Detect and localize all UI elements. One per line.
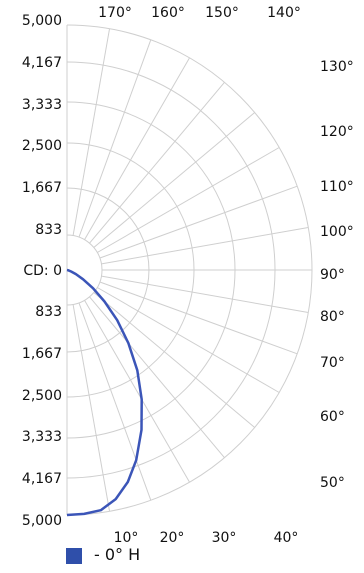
angle-label: 160° [151,5,185,21]
grid-spoke [78,302,152,501]
tick-labels: 833 1,667 2,500 3,333 4,167 5,000 CD: 0 833 1,66… [22,5,354,546]
radial-tick-label: 3,333 [22,97,62,113]
angle-label: 50° [320,475,345,491]
grid-spoke [93,292,256,428]
grid-ring [66,234,103,306]
radial-tick-label: 2,500 [22,138,62,154]
angle-label: 10° [114,530,139,546]
grid-spoke [89,296,225,459]
polar-grid [66,24,313,516]
radial-tick-label: 5,000 [22,513,62,529]
grid-spoke [93,112,256,248]
radial-tick-label: 5,000 [22,13,62,29]
grid-spoke [99,185,298,259]
angle-label: 40° [274,530,299,546]
grid-spoke [84,57,190,240]
radial-tick-label: 833 [35,304,62,320]
angle-label: 170° [98,5,132,21]
legend-swatch [66,548,82,564]
legend-label: - 0° H [94,545,141,564]
grid-spoke [99,281,298,355]
angle-label: 120° [320,124,354,140]
angle-label: 110° [320,179,354,195]
grid-spoke [78,39,152,238]
series-layer [66,268,143,517]
angle-label: 30° [212,530,237,546]
angle-label: 80° [320,309,345,325]
radial-tick-label: 2,500 [22,388,62,404]
grid-spoke [84,300,190,483]
radial-tick-label: 833 [35,222,62,238]
angle-label: 140° [267,5,301,21]
radial-tick-label: 3,333 [22,429,62,445]
grid-spoke [101,226,309,265]
grid-spoke [72,304,111,512]
angle-label: 70° [320,355,345,371]
series-line [66,268,143,517]
grid-spoke [101,275,309,314]
grid-spoke [72,28,111,236]
grid-spoke [97,147,280,253]
grid-spoke [97,287,280,393]
grid-spoke [89,81,225,244]
radial-tick-label: 4,167 [22,471,62,487]
radial-tick-label: 4,167 [22,55,62,71]
radial-tick-label-origin: CD: 0 [23,263,62,279]
radial-tick-label: 1,667 [22,180,62,196]
angle-label: 150° [205,5,239,21]
radial-tick-label: 1,667 [22,346,62,362]
angle-label: 20° [160,530,185,546]
angle-label: 130° [320,59,354,75]
angle-label: 100° [320,224,354,240]
angle-label: 90° [320,267,345,283]
angle-label: 60° [320,409,345,425]
